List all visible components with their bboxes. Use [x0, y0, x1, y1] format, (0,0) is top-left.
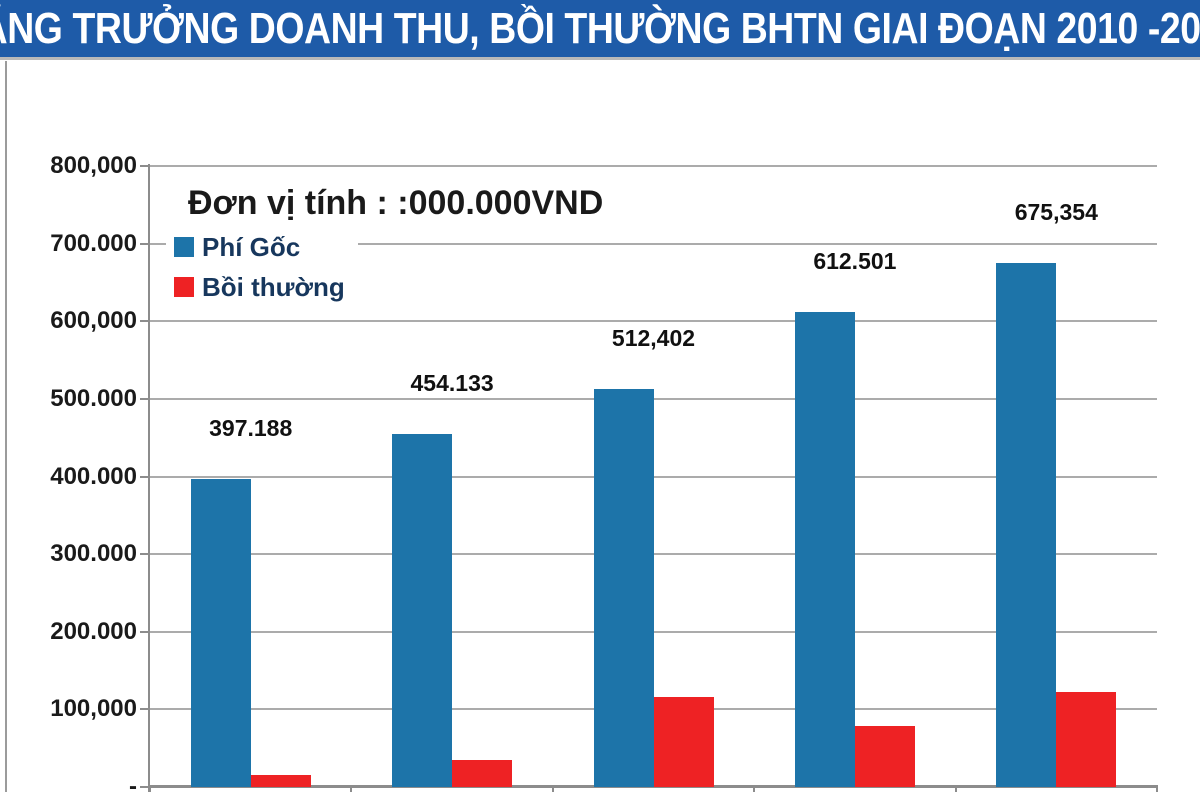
legend-label-phi-goc: Phí Gốc [202, 232, 301, 262]
x-axis-tick [753, 787, 756, 792]
left-edge-line [5, 61, 7, 792]
y-axis-tick [140, 475, 149, 478]
bar-value-label-2011: 454.133 [364, 370, 540, 397]
y-axis-tick-label: 100,000 [50, 695, 137, 723]
bar-value-label-2012: 512,402 [566, 325, 742, 352]
gridline [150, 475, 1157, 478]
x-axis-tick [350, 787, 353, 792]
bar-value-label-2013: 612.501 [767, 247, 943, 275]
chart-plot-area: Đơn vị tính : :000.000VND 800,000 700.000… [0, 60, 1200, 792]
x-axis-tick [954, 787, 957, 792]
y-axis-tick [140, 320, 149, 323]
legend: Phí Gốc Bồi thường [166, 228, 358, 306]
gridline [150, 242, 1157, 245]
gridline [150, 630, 1157, 633]
bar-boi-thuong-2013 [854, 726, 915, 787]
bar-boi-thuong-2014 [1056, 691, 1117, 787]
x-axis-tick [1156, 787, 1158, 792]
legend-swatch-boi-thuong [174, 277, 194, 297]
y-axis-tick [140, 786, 149, 788]
y-axis-tick [140, 242, 149, 245]
bar-phi-goc-2011 [392, 434, 453, 787]
bar-boi-thuong-2012 [653, 696, 714, 787]
legend-item-boi-thuong: Bồi thường [174, 274, 350, 300]
gridline [150, 397, 1157, 400]
bar-boi-thuong-2010 [250, 774, 311, 787]
y-axis-tick-label: - [129, 773, 137, 792]
legend-item-phi-goc: Phí Gốc [174, 234, 350, 260]
y-axis-tick-label: 700.000 [50, 229, 137, 257]
legend-label-boi-thuong: Bồi thường [202, 272, 345, 302]
y-axis-tick [140, 708, 149, 711]
bar-phi-goc-2013 [794, 311, 855, 787]
y-axis-tick [140, 165, 149, 167]
y-axis-line [148, 164, 150, 792]
chart-title: TĂNG TRƯỞNG DOANH THU, BỒI THƯỜNG BHTN G… [0, 3, 1200, 53]
bar-boi-thuong-2011 [452, 759, 513, 787]
bar-phi-goc-2014 [996, 262, 1057, 787]
y-axis-tick [140, 630, 149, 633]
chart-title-bar: TĂNG TRƯỞNG DOANH THU, BỒI THƯỜNG BHTN G… [0, 0, 1200, 57]
x-axis-tick [149, 787, 151, 792]
legend-swatch-phi-goc [174, 237, 194, 257]
x-axis-tick [551, 787, 554, 792]
bar-phi-goc-2012 [593, 389, 654, 787]
y-axis-tick-label: 200.000 [50, 617, 137, 645]
bar-value-label-2010: 397.188 [163, 414, 339, 442]
y-axis-tick [140, 553, 149, 556]
bar-value-label-2014: 675,354 [968, 198, 1144, 226]
gridline [150, 320, 1157, 323]
bar-phi-goc-2010 [190, 478, 251, 787]
y-axis-tick-label: 500.000 [50, 384, 137, 412]
gridline [150, 165, 1157, 167]
y-axis-tick-label: 300.000 [50, 540, 137, 568]
unit-note: Đơn vị tính : :000.000VND [188, 184, 604, 222]
gridline [150, 553, 1157, 556]
y-axis-tick [140, 397, 149, 400]
title-underline [0, 57, 1200, 60]
y-axis-tick-label: 800,000 [50, 152, 137, 179]
y-axis-tick-label: 600,000 [50, 307, 137, 335]
y-axis-tick-label: 400.000 [50, 462, 137, 490]
